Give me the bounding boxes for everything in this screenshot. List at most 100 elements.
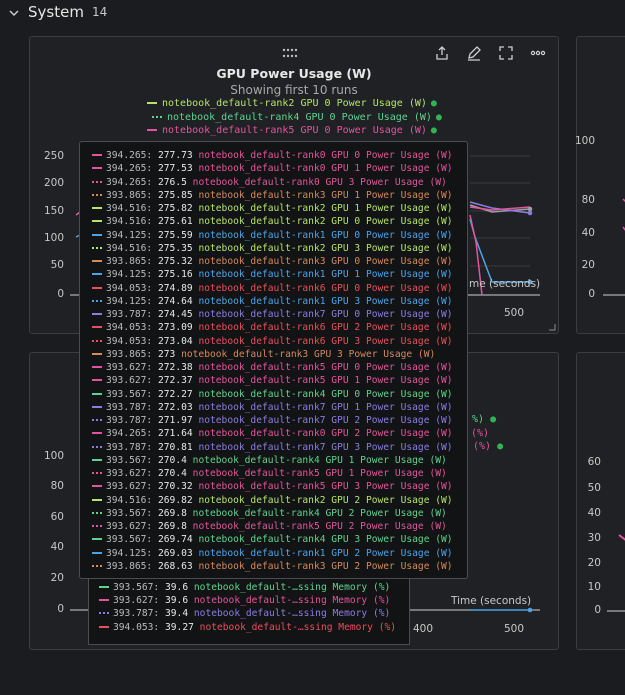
tooltip-swatch	[92, 432, 102, 435]
y-tick-label: 20	[50, 572, 64, 584]
tooltip-value: 269.8	[158, 507, 187, 519]
x-axis-label: Time (seconds)	[451, 595, 532, 607]
tooltip-time: 393.787:	[106, 401, 153, 413]
tooltip-swatch	[92, 525, 102, 527]
y-tick-label: 60	[587, 456, 601, 468]
tooltip-value: 276.5	[158, 176, 187, 188]
tooltip-time: 394.053:	[106, 282, 153, 294]
tooltip-series-name: notebook_default-rank3 GPU 0 Power Usage…	[198, 256, 453, 267]
tooltip-swatch	[99, 625, 109, 628]
share-icon[interactable]	[434, 45, 450, 61]
legend-label: notebook_default-rank5 GPU 0 Power Usage…	[162, 125, 427, 136]
tooltip-series-name: notebook_default-rank5 GPU 1 Power Usage…	[198, 375, 453, 387]
tooltip-series-name: notebook_default-rank1 GPU 1 Power Usage…	[198, 269, 453, 281]
chart-title: GPU Power Usage (W)	[216, 66, 372, 81]
tooltip-value: 273.09	[158, 322, 193, 334]
tooltip-time: 394.125:	[106, 547, 153, 559]
tooltip-series-name: notebook_default-rank5 GPU 0 Power Usage…	[198, 362, 453, 373]
tooltip-series-name: notebook_default-rank7 GPU 3 Power Usage…	[198, 441, 453, 453]
tooltip-swatch	[99, 612, 109, 615]
tooltip-swatch	[92, 498, 102, 501]
tooltip-row: 393.567: 269.8 notebook_default-rank4 GP…	[92, 508, 447, 519]
legend-item[interactable]: notebook_default-rank5 GPU 0 Power Usage…	[147, 125, 437, 136]
tooltip-value: 274.64	[158, 295, 193, 307]
resize-handle-icon[interactable]	[548, 323, 556, 331]
tooltip-row: 393.787: 271.97 notebook_default-rank7 G…	[92, 415, 453, 426]
tooltip-series-name: notebook_default-rank7 GPU 0 Power Usage…	[198, 309, 453, 320]
tooltip-row: 393.627: 39.6 notebook_default-…ssing Me…	[99, 595, 390, 606]
tooltip-row: 393.865: 268.63 notebook_default-rank3 G…	[92, 561, 453, 572]
chevron-down-icon[interactable]	[8, 7, 20, 19]
y-tick-label: 40	[50, 541, 64, 553]
tooltip-swatch	[92, 246, 102, 249]
legend-item[interactable]: notebook_default-rank2 GPU 0 Power Usage…	[147, 98, 437, 109]
tooltip-time: 393.865:	[106, 256, 153, 267]
legend-item[interactable]: notebook_default-rank4 GPU 0 Power Usage…	[152, 112, 442, 123]
tooltip-series-name: notebook_default-rank4 GPU 2 Power Usage…	[192, 507, 447, 519]
tooltip-value: 269.03	[158, 547, 193, 559]
more-options-icon[interactable]	[530, 45, 546, 61]
tooltip-row: 393.567: 39.6 notebook_default-…ssing Me…	[99, 582, 390, 593]
tooltip-value: 274.45	[158, 309, 193, 320]
legend-item-partial[interactable]: %) ●	[472, 414, 496, 425]
tooltip-row: 394.516: 275.61 notebook_default-rank2 G…	[92, 216, 453, 227]
y-tick-label: 80	[581, 194, 595, 206]
plot-area[interactable]	[577, 37, 625, 335]
y-tick-label: 50	[587, 482, 601, 494]
legend-label: notebook_default-rank4 GPU 0 Power Usage…	[167, 112, 432, 123]
tooltip-value: 39.4	[165, 608, 189, 620]
tooltip-swatch	[92, 313, 102, 315]
tooltip-time: 394.516:	[106, 216, 153, 228]
tooltip-row: 393.627: 272.38 notebook_default-rank5 G…	[92, 362, 453, 373]
tooltip-value: 39.6	[165, 595, 189, 607]
tooltip-swatch	[92, 326, 102, 329]
tooltip-time: 394.265:	[106, 428, 153, 440]
plot-area[interactable]	[577, 353, 625, 651]
drag-handle-icon[interactable]	[282, 45, 298, 61]
tooltip-value: 277.73	[158, 150, 193, 161]
tooltip-row: 394.053: 273.09 notebook_default-rank6 G…	[92, 322, 453, 333]
tooltip-time: 393.627:	[106, 362, 153, 373]
tooltip-value: 271.64	[158, 428, 193, 440]
fullscreen-icon[interactable]	[498, 45, 514, 61]
tooltip-time: 393.627:	[106, 375, 153, 387]
edit-icon[interactable]	[466, 45, 482, 61]
tooltip-value: 270.81	[158, 441, 193, 453]
legend-swatch	[147, 102, 157, 104]
tooltip-time: 393.865:	[106, 560, 153, 572]
tooltip-value: 275.16	[158, 269, 193, 281]
y-tick-label: 20	[581, 259, 595, 271]
tooltip-swatch	[92, 286, 102, 289]
y-tick-label: 40	[581, 227, 595, 239]
tooltip-series-name: notebook_default-rank5 GPU 3 Power Usage…	[198, 481, 453, 493]
tooltip-swatch	[92, 538, 102, 541]
tooltip-time: 394.516:	[106, 494, 153, 506]
x-axis-label: me (seconds)	[469, 278, 541, 290]
tooltip-time: 393.627:	[106, 481, 153, 493]
tooltip-series-name: notebook_default-…ssing Memory (%)	[193, 608, 391, 620]
tooltip-swatch	[92, 405, 102, 408]
tooltip-swatch	[92, 419, 102, 421]
tooltip-time: 393.787:	[106, 415, 153, 426]
tooltip-row: 393.865: 273 notebook_default-rank3 GPU …	[92, 349, 435, 360]
tooltip-value: 269.82	[158, 494, 193, 506]
legend-item-partial[interactable]: (%) ●	[473, 441, 503, 452]
tooltip-time: 394.125:	[106, 295, 153, 307]
tooltip-row: 393.627: 272.37 notebook_default-rank5 G…	[92, 375, 453, 386]
tooltip-row: 394.125: 275.16 notebook_default-rank1 G…	[92, 269, 453, 280]
tooltip-row: 394.265: 277.53 notebook_default-rank0 G…	[92, 163, 453, 174]
tooltip-series-name: notebook_default-rank2 GPU 0 Power Usage…	[198, 216, 453, 228]
tooltip-row: 394.053: 39.27 notebook_default-…ssing M…	[99, 622, 396, 633]
tooltip-value: 39.6	[165, 582, 189, 593]
tooltip-value: 271.97	[158, 415, 193, 426]
legend-item-partial[interactable]: (%)	[471, 428, 489, 439]
tooltip-row: 393.567: 272.27 notebook_default-rank4 G…	[92, 389, 453, 400]
tooltip-value: 275.61	[158, 216, 193, 228]
tooltip-row: 393.627: 269.8 notebook_default-rank5 GP…	[92, 521, 447, 532]
tooltip-time: 393.567:	[106, 507, 153, 519]
tooltip-swatch	[92, 472, 102, 474]
tooltip-time: 394.125:	[106, 229, 153, 241]
tooltip-swatch	[92, 167, 102, 170]
tooltip-series-name: notebook_default-rank7 GPU 2 Power Usage…	[198, 415, 453, 426]
tooltip-swatch	[92, 207, 102, 209]
